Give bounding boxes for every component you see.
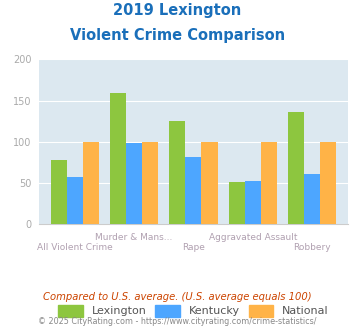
- Text: © 2025 CityRating.com - https://www.cityrating.com/crime-statistics/: © 2025 CityRating.com - https://www.city…: [38, 317, 317, 326]
- Text: Compared to U.S. average. (U.S. average equals 100): Compared to U.S. average. (U.S. average …: [43, 292, 312, 302]
- Bar: [126, 143, 142, 224]
- Bar: [142, 142, 158, 224]
- Legend: Lexington, Kentucky, National: Lexington, Kentucky, National: [54, 300, 333, 321]
- Bar: [202, 142, 218, 224]
- Bar: [67, 178, 83, 224]
- Text: Robbery: Robbery: [294, 243, 331, 252]
- Bar: [169, 121, 185, 224]
- Text: Violent Crime Comparison: Violent Crime Comparison: [70, 28, 285, 43]
- Text: Murder & Mans...: Murder & Mans...: [95, 233, 173, 242]
- Bar: [288, 112, 304, 224]
- Bar: [320, 142, 336, 224]
- Text: Rape: Rape: [182, 243, 205, 252]
- Bar: [83, 142, 99, 224]
- Bar: [304, 174, 320, 224]
- Bar: [245, 182, 261, 224]
- Bar: [51, 160, 67, 224]
- Text: Aggravated Assault: Aggravated Assault: [209, 233, 297, 242]
- Bar: [229, 182, 245, 224]
- Text: 2019 Lexington: 2019 Lexington: [113, 3, 242, 18]
- Bar: [185, 157, 202, 224]
- Bar: [261, 142, 277, 224]
- Text: All Violent Crime: All Violent Crime: [37, 243, 113, 252]
- Bar: [110, 93, 126, 224]
